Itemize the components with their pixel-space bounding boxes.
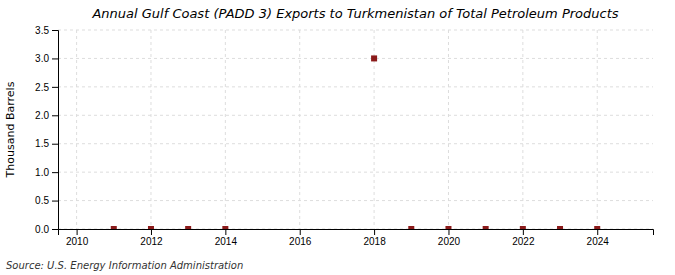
tick-label: 2024 (587, 236, 610, 247)
tick-mark (597, 229, 598, 235)
tick: 2.5 (35, 82, 58, 93)
tick: 1.5 (35, 138, 58, 149)
axis-line (59, 230, 654, 236)
tick: 0.0 (35, 224, 58, 235)
tick-mark (225, 229, 226, 235)
grid-line-y (58, 172, 653, 173)
tick-label: 2012 (140, 236, 163, 247)
chart: 2010 2012 2014 2016 2018 2020 2022 2024 0.0 0.5 1.… (0, 0, 675, 275)
grid-line-x (76, 30, 77, 229)
tick: 2014 (215, 229, 238, 247)
tick: 2.0 (35, 110, 58, 121)
grid-line-x (448, 30, 449, 229)
point (185, 226, 191, 229)
tick-mark (300, 229, 301, 235)
point (371, 55, 377, 61)
tick: 2024 (587, 229, 610, 247)
tick-mark (374, 229, 375, 235)
tick-label: 1.0 (35, 167, 49, 178)
tick-label: 1.5 (35, 138, 49, 149)
point (148, 226, 154, 229)
tick-mark (52, 201, 58, 202)
point (222, 226, 228, 229)
title: Annual Gulf Coast (PADD 3) Exports to Tu… (91, 6, 618, 21)
point (408, 226, 414, 229)
tick: 0.5 (35, 195, 58, 206)
tick-mark (77, 229, 78, 235)
annotation: Source: U.S. Energy Information Administ… (6, 260, 243, 271)
grid-line-x (597, 30, 598, 229)
grid-line-y (58, 30, 653, 31)
points (111, 55, 600, 229)
tick-label: 0.5 (35, 195, 49, 206)
tick: 2020 (438, 229, 461, 247)
tick-label: 3.5 (35, 25, 49, 36)
tick-label: 2016 (289, 236, 312, 247)
tick: 1.0 (35, 167, 58, 178)
tick-mark (52, 30, 58, 31)
tick-mark (52, 87, 58, 88)
y-axis-title: Thousand Barrels (4, 81, 17, 178)
tick-label: 2010 (66, 236, 89, 247)
point (445, 226, 451, 229)
tick-label: 2022 (512, 236, 535, 247)
tick-label: 2020 (438, 236, 461, 247)
tick-label: 2.5 (35, 82, 49, 93)
tick: 3.5 (35, 25, 58, 36)
x-axis: 2010 2012 2014 2016 2018 2020 2022 2024 (59, 229, 654, 247)
tick: 3.0 (35, 53, 58, 64)
point (111, 226, 117, 229)
point (557, 226, 563, 229)
tick: 2018 (363, 229, 386, 247)
grid-line-x (150, 30, 151, 229)
tick-label: 2018 (363, 236, 386, 247)
tick: 2016 (289, 229, 312, 247)
tick-label: 2.0 (35, 110, 49, 121)
tick-mark (523, 229, 524, 235)
grid-line-x (522, 30, 523, 229)
tick-mark (52, 229, 58, 230)
tick-mark (52, 172, 58, 173)
tick: 2012 (140, 229, 163, 247)
point (483, 226, 489, 229)
tick-mark (151, 229, 152, 235)
plot: 2010 2012 2014 2016 2018 2020 2022 2024 0.0 0.5 1.… (35, 25, 653, 247)
grid-line-x (299, 30, 300, 229)
grid-line-y (58, 115, 653, 116)
tick-label: 3.0 (35, 53, 49, 64)
tick-mark (52, 115, 58, 116)
grid-line-y (58, 200, 653, 201)
grid-line-x (225, 30, 226, 229)
point (520, 226, 526, 229)
tick-label: 0.0 (35, 224, 49, 235)
grid-line-y (58, 58, 653, 59)
tick: 2010 (66, 229, 89, 247)
axis-line (52, 31, 59, 230)
tick-mark (52, 58, 58, 59)
tick-label: 2014 (215, 236, 238, 247)
tick-mark (448, 229, 449, 235)
grid-line-y (58, 86, 653, 87)
y-axis: 0.0 0.5 1.0 1.5 2.0 2.5 3.0 3.5 (35, 25, 58, 235)
point (594, 226, 600, 229)
grid-line-y (58, 143, 653, 144)
tick: 2022 (512, 229, 535, 247)
grid (58, 30, 653, 229)
tick-mark (52, 144, 58, 145)
